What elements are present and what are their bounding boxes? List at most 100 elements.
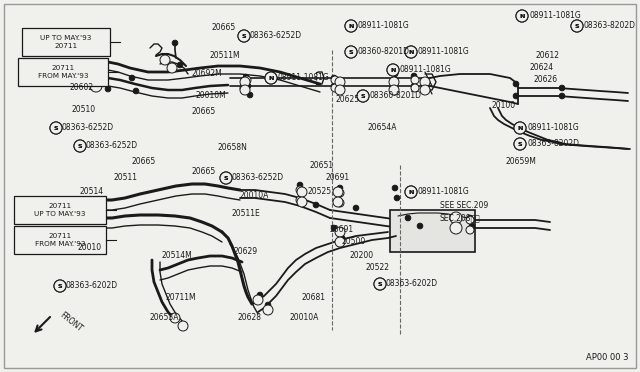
Circle shape xyxy=(90,80,102,92)
Circle shape xyxy=(345,20,357,32)
Circle shape xyxy=(333,187,343,197)
Text: N: N xyxy=(408,189,413,195)
Text: 20651: 20651 xyxy=(310,161,334,170)
Text: N: N xyxy=(517,125,523,131)
Circle shape xyxy=(374,278,386,290)
Circle shape xyxy=(405,215,411,221)
Circle shape xyxy=(335,237,345,247)
Text: S: S xyxy=(54,125,58,131)
Text: 08363-6202D: 08363-6202D xyxy=(386,279,438,289)
Text: S: S xyxy=(349,49,353,55)
Text: S: S xyxy=(361,93,365,99)
Circle shape xyxy=(450,222,462,234)
Circle shape xyxy=(160,55,170,65)
Text: S: S xyxy=(349,49,353,55)
Circle shape xyxy=(405,186,417,198)
Text: 20010M: 20010M xyxy=(196,92,227,100)
Circle shape xyxy=(243,74,249,80)
Circle shape xyxy=(54,280,66,292)
Circle shape xyxy=(105,86,111,92)
Circle shape xyxy=(357,90,369,102)
Text: 20658N: 20658N xyxy=(218,144,248,153)
Circle shape xyxy=(514,122,526,134)
Circle shape xyxy=(466,226,474,234)
Text: 20629: 20629 xyxy=(234,247,258,257)
Text: N: N xyxy=(348,23,354,29)
Circle shape xyxy=(516,10,528,22)
Text: S: S xyxy=(224,176,228,180)
Circle shape xyxy=(331,76,339,84)
Circle shape xyxy=(336,199,344,207)
Text: S: S xyxy=(77,144,83,148)
Text: 20525: 20525 xyxy=(308,187,332,196)
Circle shape xyxy=(412,83,417,89)
Text: N: N xyxy=(519,13,525,19)
Text: 20511M: 20511M xyxy=(210,51,241,60)
Circle shape xyxy=(466,216,474,224)
Text: 20628: 20628 xyxy=(238,314,262,323)
Text: 20711M: 20711M xyxy=(165,292,196,301)
Text: 20681: 20681 xyxy=(302,292,326,301)
Circle shape xyxy=(335,77,345,87)
Circle shape xyxy=(411,76,419,84)
Text: 08911-1081G: 08911-1081G xyxy=(358,22,410,31)
Circle shape xyxy=(559,85,564,91)
Text: S: S xyxy=(58,283,62,289)
Circle shape xyxy=(245,83,251,89)
Circle shape xyxy=(253,295,263,305)
Text: 20510: 20510 xyxy=(72,106,96,115)
Circle shape xyxy=(172,40,178,46)
Text: 20624: 20624 xyxy=(530,64,554,73)
Circle shape xyxy=(374,278,386,290)
Text: 20200: 20200 xyxy=(350,251,374,260)
Circle shape xyxy=(571,20,583,32)
Text: N: N xyxy=(408,49,413,55)
Text: 20511E: 20511E xyxy=(232,208,260,218)
Circle shape xyxy=(333,197,343,207)
Text: 20665: 20665 xyxy=(192,167,216,176)
Circle shape xyxy=(240,85,250,95)
Circle shape xyxy=(450,212,462,224)
Circle shape xyxy=(332,83,337,89)
Text: 20665: 20665 xyxy=(192,108,216,116)
Circle shape xyxy=(332,75,337,81)
Bar xyxy=(14,196,106,224)
Text: 20100: 20100 xyxy=(492,102,516,110)
Text: 20010A: 20010A xyxy=(290,314,319,323)
Circle shape xyxy=(387,64,399,76)
Text: 20711
FROM MAY.'93: 20711 FROM MAY.'93 xyxy=(38,65,88,79)
Circle shape xyxy=(129,75,135,81)
Text: N: N xyxy=(408,189,413,195)
Circle shape xyxy=(220,172,232,184)
Text: 20612: 20612 xyxy=(535,51,559,60)
Circle shape xyxy=(133,88,139,94)
Text: 20653A: 20653A xyxy=(150,314,179,323)
Text: SEC.208排气: SEC.208排气 xyxy=(440,214,481,222)
Text: 08911-1081G: 08911-1081G xyxy=(278,74,330,83)
Circle shape xyxy=(297,197,307,207)
Text: N: N xyxy=(348,23,354,29)
Circle shape xyxy=(345,46,357,58)
Circle shape xyxy=(469,223,475,229)
Text: S: S xyxy=(361,93,365,99)
Text: 08911-1081G: 08911-1081G xyxy=(418,187,470,196)
Circle shape xyxy=(240,77,250,87)
Circle shape xyxy=(178,321,188,331)
Text: 08911-1081G: 08911-1081G xyxy=(400,65,452,74)
Circle shape xyxy=(467,215,473,221)
Circle shape xyxy=(345,46,357,58)
Circle shape xyxy=(405,46,417,58)
Circle shape xyxy=(297,182,303,188)
Circle shape xyxy=(247,92,253,98)
Circle shape xyxy=(265,72,277,84)
Circle shape xyxy=(238,30,250,42)
Circle shape xyxy=(389,85,399,95)
Text: S: S xyxy=(224,176,228,180)
Text: 08911-1081G: 08911-1081G xyxy=(418,48,470,57)
Circle shape xyxy=(74,140,86,152)
Circle shape xyxy=(513,93,519,99)
Circle shape xyxy=(405,46,417,58)
Circle shape xyxy=(335,85,345,95)
Bar xyxy=(14,226,106,254)
Text: N: N xyxy=(517,125,523,131)
